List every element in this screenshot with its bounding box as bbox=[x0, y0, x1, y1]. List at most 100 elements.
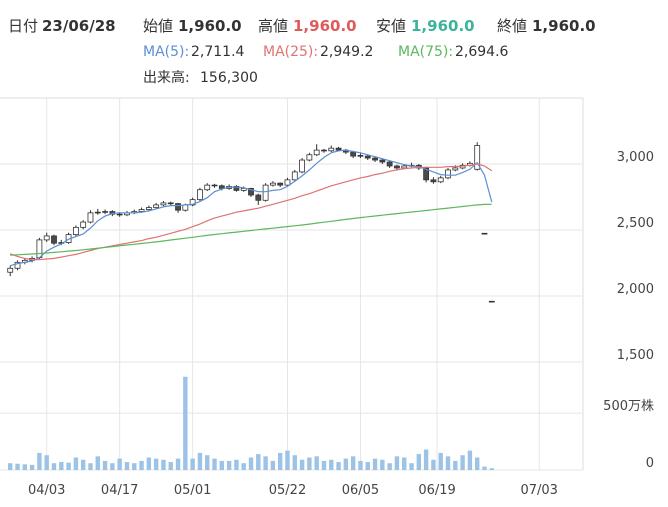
volume-bar bbox=[248, 457, 254, 470]
candle-body bbox=[204, 184, 211, 191]
candle-body bbox=[175, 203, 181, 211]
candle-body bbox=[189, 199, 196, 206]
candle-body bbox=[255, 194, 262, 201]
low: 1,960.0 bbox=[411, 17, 475, 35]
x-tick-label: 04/03 bbox=[28, 483, 65, 498]
volume-bar bbox=[146, 457, 152, 470]
candle-body bbox=[401, 165, 408, 169]
ma-legend-label: MA(5): bbox=[143, 44, 189, 60]
candle-body bbox=[306, 154, 313, 161]
volume-bar bbox=[292, 455, 297, 470]
candle-body bbox=[248, 188, 254, 196]
volume-bar bbox=[336, 462, 341, 470]
volume-bar bbox=[117, 458, 122, 470]
open: 1,960.0 bbox=[178, 17, 242, 35]
x-tick-label: 05/01 bbox=[174, 483, 211, 498]
ma-legend-value: 2,694.6 bbox=[455, 44, 509, 60]
candle-body bbox=[197, 189, 203, 201]
candle-body bbox=[445, 169, 451, 179]
candle-body bbox=[167, 202, 174, 205]
volume-bar bbox=[37, 452, 42, 470]
volume-bar bbox=[445, 456, 451, 470]
candle-body bbox=[43, 235, 50, 241]
candle-body bbox=[364, 155, 371, 159]
close-label: 終値 bbox=[497, 17, 527, 35]
date-label: 日付 bbox=[8, 17, 38, 35]
candle-body bbox=[211, 184, 218, 187]
candle-body bbox=[14, 261, 21, 269]
volume-bar bbox=[29, 464, 35, 470]
volume-bar bbox=[307, 457, 312, 470]
volume-tick-label: 500万株 bbox=[603, 399, 654, 414]
candle-body bbox=[335, 147, 342, 151]
high-label: 高値 bbox=[258, 17, 288, 35]
candle-body bbox=[452, 167, 459, 171]
moving-average-line bbox=[10, 149, 493, 267]
volume-bar bbox=[285, 450, 290, 470]
moving-average-line bbox=[9, 163, 493, 261]
volume-bar bbox=[139, 460, 144, 470]
volume-bar bbox=[402, 457, 407, 470]
volume-bar bbox=[161, 459, 166, 470]
volume-bar bbox=[51, 463, 57, 470]
low-label: 安値 bbox=[376, 17, 406, 35]
volume-bar bbox=[95, 456, 100, 470]
volume-bar bbox=[219, 460, 225, 470]
y-tick-label: 2,000 bbox=[617, 282, 654, 297]
candle-body bbox=[394, 165, 400, 169]
volume-bar bbox=[372, 458, 378, 470]
high: 1,960.0 bbox=[293, 17, 357, 35]
date: 23/06/28 bbox=[42, 17, 116, 35]
x-tick-label: 06/19 bbox=[418, 483, 455, 498]
volume-bar bbox=[314, 456, 319, 470]
volume-bar bbox=[438, 452, 443, 470]
candle-body bbox=[218, 185, 225, 189]
volume-bar bbox=[431, 459, 436, 470]
volume-bar bbox=[489, 468, 494, 470]
volume-bar bbox=[66, 462, 71, 470]
volume-bar bbox=[197, 452, 203, 470]
volume-bar bbox=[453, 460, 458, 470]
volume-bar bbox=[59, 462, 64, 470]
candle-body bbox=[437, 177, 444, 183]
ma-legend-label: MA(75): bbox=[398, 44, 453, 60]
candle-body bbox=[291, 171, 298, 181]
candle-body bbox=[7, 267, 14, 273]
volume-bar bbox=[256, 454, 261, 470]
volume-bar bbox=[73, 457, 79, 470]
candle-body bbox=[284, 179, 291, 186]
volume-bar bbox=[168, 462, 173, 470]
volume-bar bbox=[132, 463, 137, 470]
open-label: 始値 bbox=[143, 17, 173, 35]
candle-body bbox=[138, 209, 145, 212]
candle-body bbox=[321, 149, 327, 152]
volume-bar bbox=[205, 455, 210, 470]
ma-legend-value: 2,949.2 bbox=[320, 44, 373, 60]
volume-bar bbox=[467, 450, 473, 470]
volume-bar bbox=[241, 463, 246, 470]
volume-bar bbox=[423, 449, 429, 470]
volume-bar bbox=[277, 452, 283, 470]
close: 1,960.0 bbox=[532, 17, 596, 35]
y-tick-label: 1,500 bbox=[617, 348, 654, 363]
x-tick-label: 04/17 bbox=[101, 483, 138, 498]
volume-bar bbox=[350, 456, 356, 470]
candle-body bbox=[269, 182, 276, 186]
volume-bar bbox=[409, 463, 414, 470]
candle-body bbox=[72, 226, 79, 236]
candle-body bbox=[262, 184, 269, 201]
candle-body bbox=[116, 213, 123, 216]
volume-bar bbox=[175, 458, 181, 470]
candle-body bbox=[94, 211, 101, 214]
volume-bar bbox=[183, 376, 188, 470]
volume-label: 出来高: bbox=[143, 69, 190, 86]
candle-body bbox=[153, 204, 160, 208]
candle-body bbox=[372, 157, 378, 161]
volume-bar bbox=[416, 454, 422, 470]
x-tick-label: 05/22 bbox=[269, 483, 306, 498]
header: 日付 23/06/28 始値 1,960.0 高値 1,960.0 安値 1,9… bbox=[8, 17, 596, 86]
volume-tick-label: 0 bbox=[646, 456, 654, 471]
ma-legend-value: 2,711.4 bbox=[191, 44, 245, 60]
candle-body bbox=[36, 239, 43, 259]
